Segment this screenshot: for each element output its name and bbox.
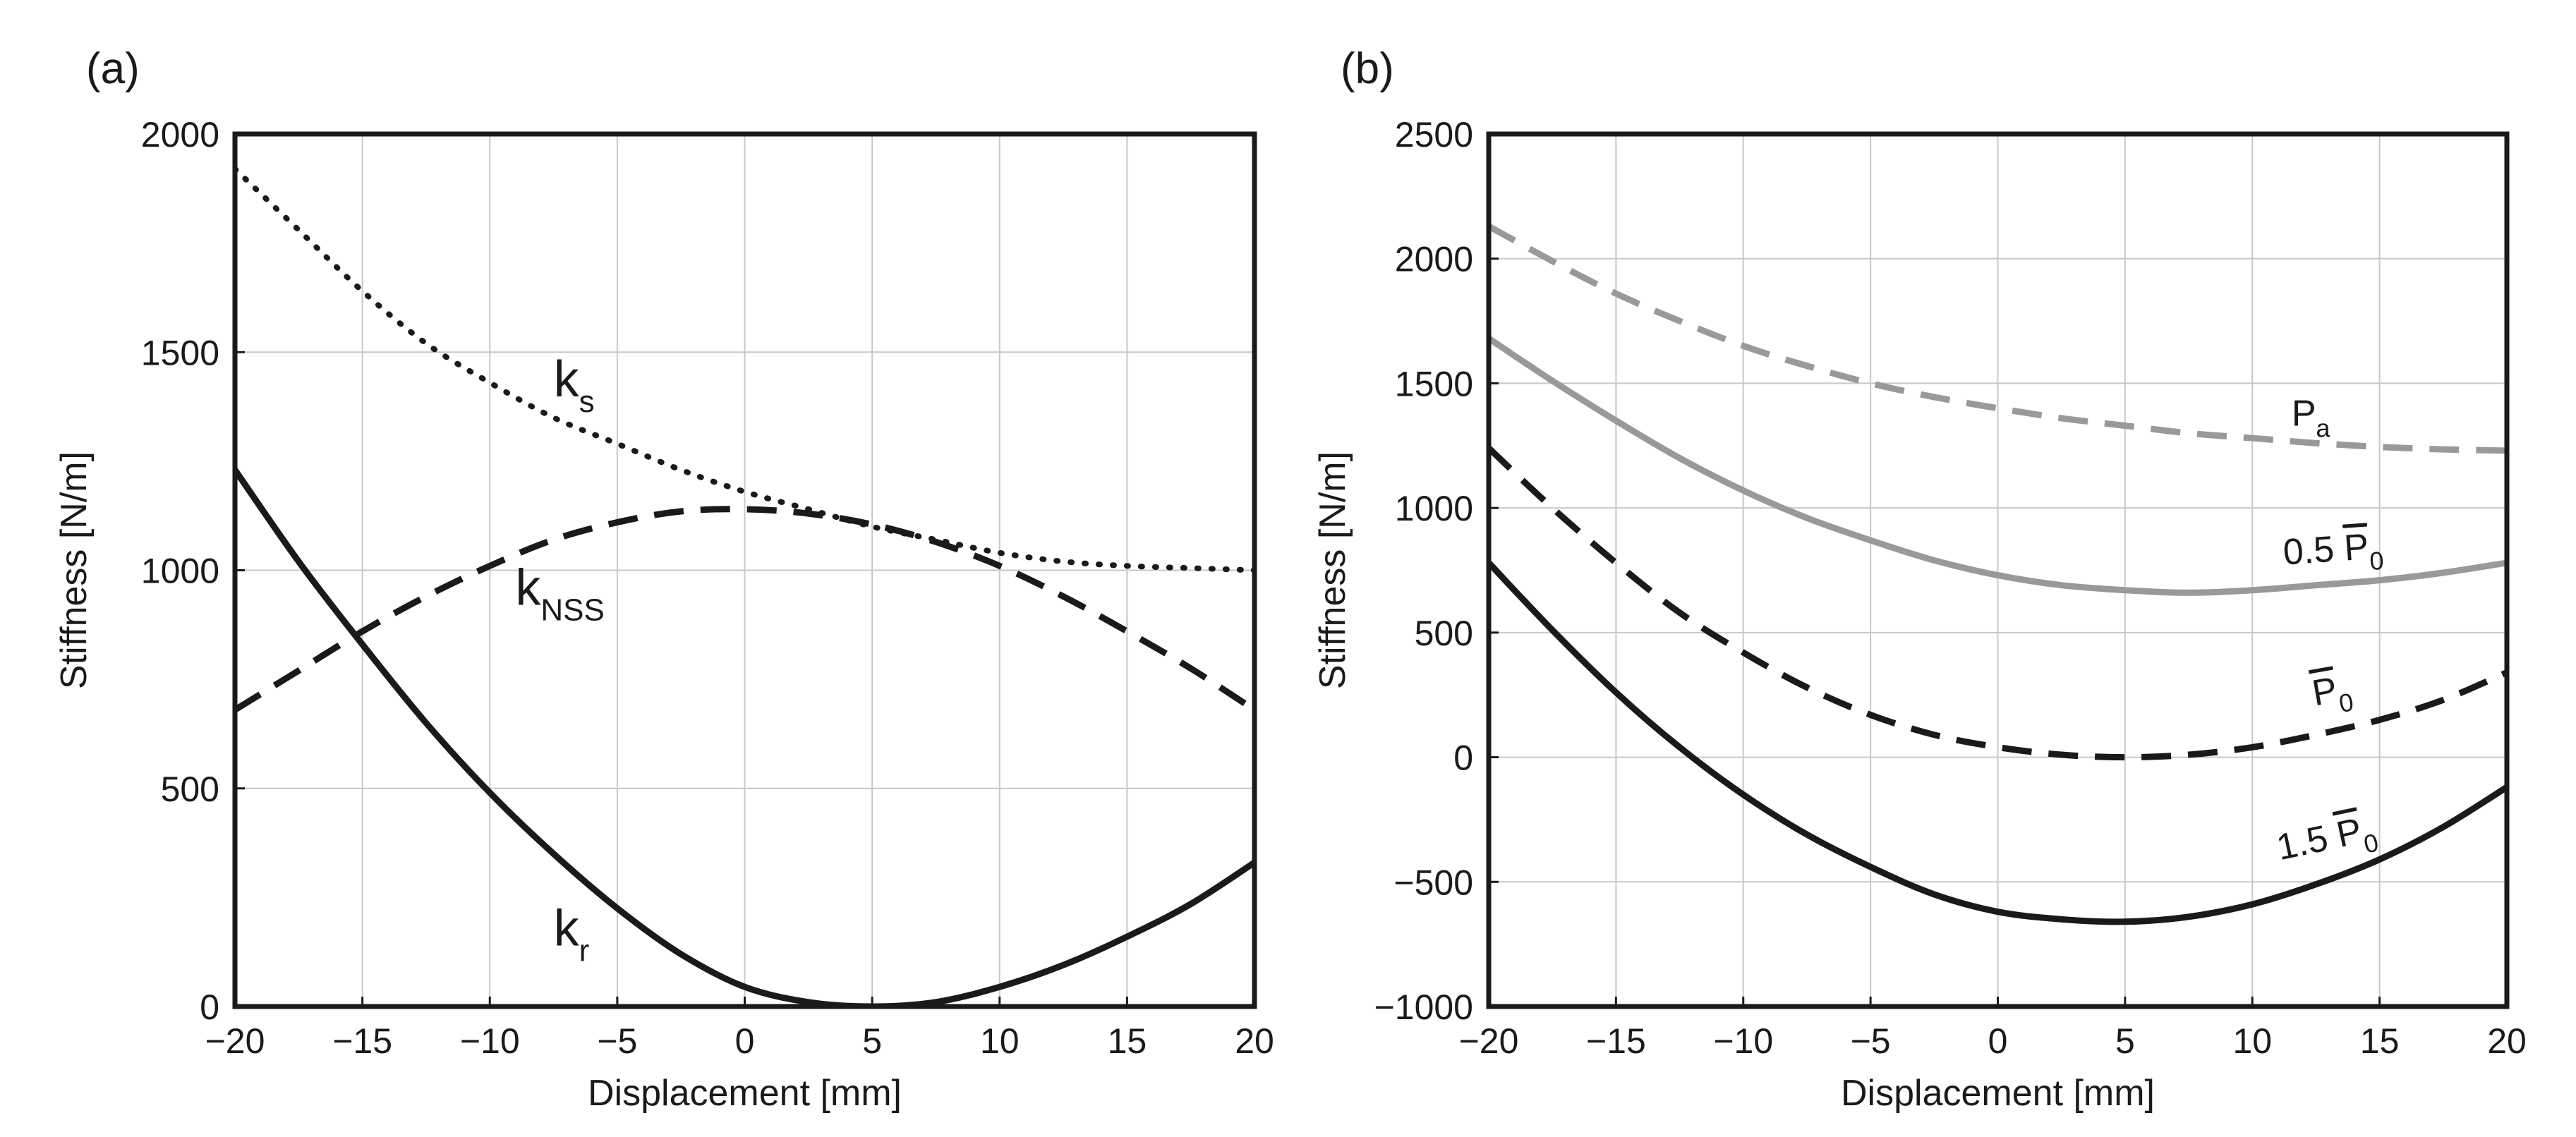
x-tick-label: 10: [980, 1021, 1020, 1061]
panel-label: (b): [1341, 44, 1394, 93]
series-label-main: P: [2342, 526, 2370, 568]
y-tick-label: 2500: [1395, 115, 1473, 154]
series-label-0-5-p-0: 0.5 P0: [2282, 525, 2385, 582]
series-line-1-5-p-0: [1489, 560, 2507, 925]
y-tick-label: 1500: [141, 333, 219, 372]
x-tick-label: 20: [1235, 1021, 1274, 1061]
x-tick-label: 0: [1988, 1021, 2008, 1061]
series-label-main: k: [554, 901, 580, 957]
series-label-sub: 0: [2362, 827, 2381, 858]
series-label-main: k: [515, 559, 541, 616]
chart-panel-b: (b) −20 −15 −10 −5 0 5 10 15 20 −1000 −500 0 500 1000 1…: [1312, 44, 2527, 1114]
y-tick-label: 2000: [1395, 240, 1473, 279]
x-axis-label: Displacement [mm]: [588, 1073, 902, 1114]
y-tick-label: 500: [161, 770, 219, 809]
series-line-p-0: [1489, 446, 2507, 761]
series-label-sub: a: [2316, 414, 2331, 443]
x-tick-label: 10: [2232, 1021, 2272, 1061]
y-tick-label: 1000: [141, 552, 219, 591]
y-tick-label: −1000: [1374, 987, 1473, 1027]
series-label-prefix: 0.5: [2282, 528, 2346, 573]
chart-panel-a: (a) −20 −15 −10 −5 0 5 10 15 20 0 500 1000 1500 2000 Di…: [54, 44, 1274, 1114]
series-label-main: k: [554, 351, 580, 408]
y-tick-label: 0: [1453, 738, 1473, 778]
series-label-main: P: [2292, 394, 2316, 434]
y-tick-label: −500: [1393, 863, 1473, 902]
series-label-sub: s: [579, 384, 595, 419]
series-label-sub: 0: [2337, 687, 2356, 718]
y-tick-label: 2000: [141, 115, 219, 154]
x-tick-label: −15: [332, 1021, 392, 1061]
x-tick-label: 20: [2487, 1021, 2527, 1061]
x-tick-label: −20: [205, 1021, 265, 1061]
x-tick-label: 0: [735, 1021, 755, 1061]
series-label-p-0: P0: [2309, 667, 2356, 722]
series-label-prefix: 1.5: [2273, 815, 2342, 868]
panel-label: (a): [86, 44, 140, 93]
series-label-p-a: Pa: [2292, 394, 2331, 443]
x-tick-label: 15: [2360, 1021, 2400, 1061]
x-tick-label: −5: [597, 1021, 637, 1061]
series-label-sub: r: [579, 934, 590, 968]
series-label-sub: NSS: [540, 592, 604, 627]
x-tick-label: −10: [460, 1021, 520, 1061]
y-axis-label: Stiffness [N/m]: [54, 451, 95, 689]
series-line-k-r: [235, 468, 1254, 1007]
x-axis-label: Displacement [mm]: [1841, 1073, 2155, 1114]
x-tick-label: −20: [1459, 1021, 1519, 1061]
series-line-0-5-p-0: [1489, 336, 2507, 596]
series-label-k-nss: kNSS: [515, 559, 604, 627]
y-axis-label: Stiffness [N/m]: [1312, 451, 1353, 689]
x-tick-label: 5: [2115, 1021, 2135, 1061]
x-tick-label: 5: [862, 1021, 882, 1061]
x-tick-label: −15: [1586, 1021, 1646, 1061]
x-tick-label: 15: [1108, 1021, 1147, 1061]
series-label-main: P: [2309, 669, 2340, 714]
y-tick-label: 1500: [1395, 364, 1473, 403]
series-label-k-s: ks: [554, 351, 595, 419]
series-label-sub: 0: [2369, 546, 2385, 576]
x-tick-label: −10: [1713, 1021, 1773, 1061]
series-label-k-r: kr: [554, 901, 590, 968]
y-tick-label: 0: [200, 987, 219, 1027]
x-tick-label: −5: [1851, 1021, 1891, 1061]
y-tick-label: 1000: [1395, 489, 1473, 528]
series-line-k-s: [235, 166, 1254, 573]
y-tick-label: 500: [1415, 614, 1473, 653]
series-line-k-nss: [235, 506, 1254, 713]
